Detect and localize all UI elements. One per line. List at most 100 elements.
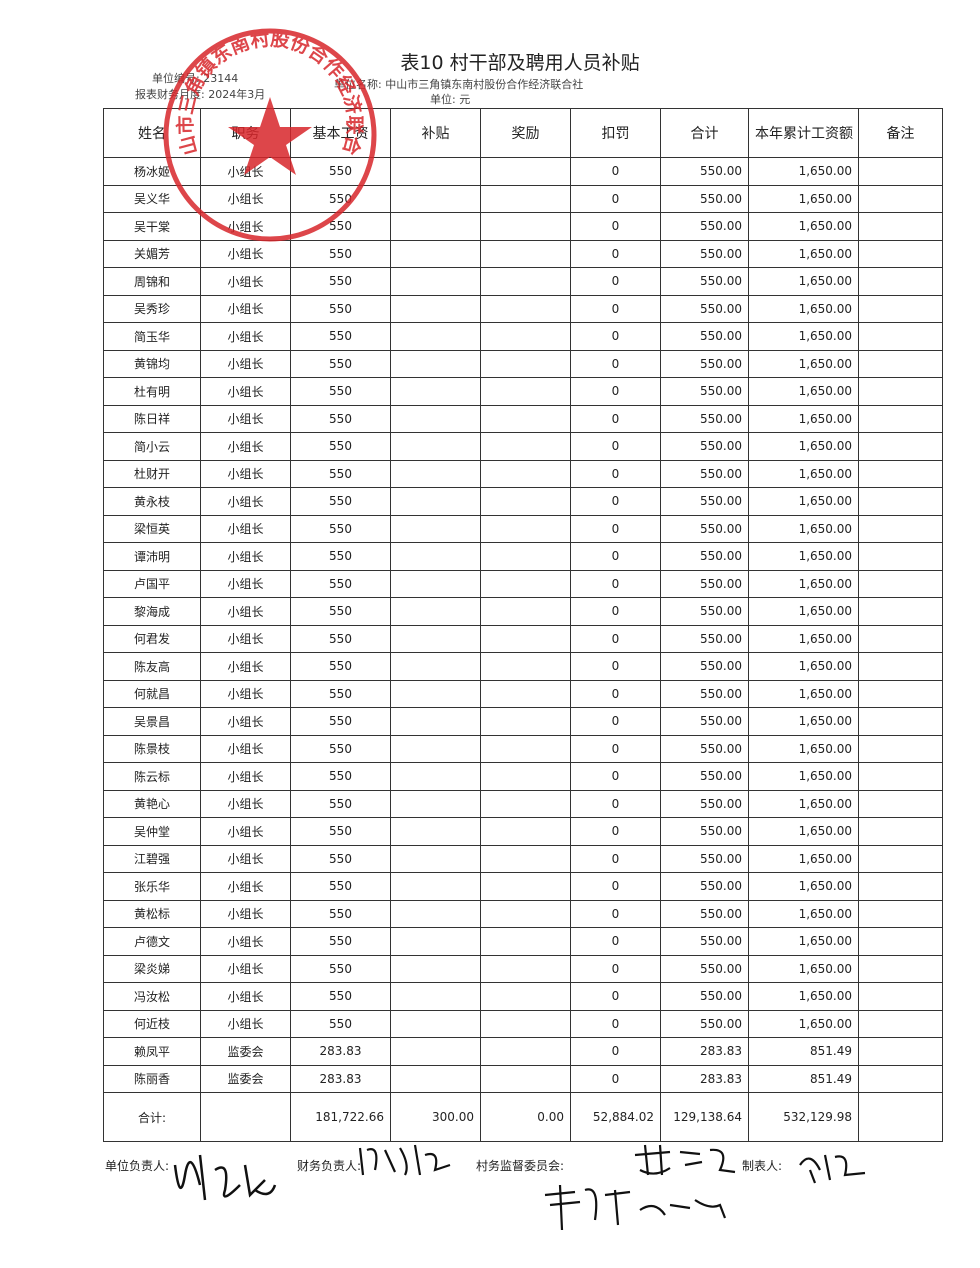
base-salary-cell: 550	[290, 982, 391, 1011]
base-salary-cell: 550	[290, 514, 391, 543]
empty-cell	[480, 184, 571, 213]
empty-cell	[390, 789, 481, 818]
total-cell: 550.00	[660, 1009, 749, 1038]
deduction-cell: 0	[570, 569, 661, 598]
ytd-total-cell: 1,650.00	[748, 487, 859, 516]
position-cell: 小组长	[200, 294, 291, 323]
empty-cell	[390, 432, 481, 461]
data-row: 关媚芳 小组长 550 0 550.00 1,650.00	[103, 239, 943, 268]
deduction-cell: 0	[570, 954, 661, 983]
empty-cell	[858, 212, 943, 241]
ytd-total-cell: 1,650.00	[748, 349, 859, 378]
data-row: 梁炎娣 小组长 550 0 550.00 1,650.00	[103, 954, 943, 983]
empty-cell	[390, 707, 481, 736]
name-cell: 简玉华	[103, 322, 201, 351]
signature	[358, 1144, 451, 1176]
empty-cell	[858, 569, 943, 598]
total-bonus: 0.00	[480, 1092, 571, 1142]
empty-cell	[858, 514, 943, 543]
empty-cell	[480, 514, 571, 543]
ytd-total-cell: 1,650.00	[748, 817, 859, 846]
name-cell: 吴干棠	[103, 212, 201, 241]
base-salary-cell: 550	[290, 184, 391, 213]
base-salary-cell: 550	[290, 624, 391, 653]
position-cell: 小组长	[200, 459, 291, 488]
finance-head-label: 财务负责人:	[297, 1159, 362, 1173]
data-row: 黎海成 小组长 550 0 550.00 1,650.00	[103, 597, 943, 626]
name-cell: 谭沛明	[103, 542, 201, 571]
total-ytd-total: 532,129.98	[748, 1092, 859, 1142]
total-cell: 550.00	[660, 679, 749, 708]
position-cell: 小组长	[200, 679, 291, 708]
deduction-cell: 0	[570, 597, 661, 626]
position-cell: 小组长	[200, 432, 291, 461]
position-cell: 监委会	[200, 1064, 291, 1093]
total-cell: 550.00	[660, 624, 749, 653]
position-cell: 小组长	[200, 707, 291, 736]
empty-cell	[480, 624, 571, 653]
empty-cell	[480, 734, 571, 763]
position-cell: 小组长	[200, 487, 291, 516]
empty-cell	[390, 1064, 481, 1093]
deduction-cell: 0	[570, 707, 661, 736]
deduction-cell: 0	[570, 322, 661, 351]
ytd-total-cell: 1,650.00	[748, 322, 859, 351]
empty-cell	[480, 1064, 571, 1093]
total-cell: 550.00	[660, 762, 749, 791]
ytd-total-cell: 851.49	[748, 1064, 859, 1093]
data-row: 杨冰姬 小组长 550 0 550.00 1,650.00	[103, 157, 943, 186]
empty-cell	[390, 817, 481, 846]
position-cell: 小组长	[200, 212, 291, 241]
empty-cell	[858, 734, 943, 763]
empty-cell	[480, 927, 571, 956]
data-row: 梁恒英 小组长 550 0 550.00 1,650.00	[103, 514, 943, 543]
position-cell: 小组长	[200, 927, 291, 956]
signature	[173, 1154, 277, 1201]
empty-cell	[480, 982, 571, 1011]
empty-cell	[390, 294, 481, 323]
deduction-cell: 0	[570, 872, 661, 901]
data-row: 何近枝 小组长 550 0 550.00 1,650.00	[103, 1009, 943, 1038]
empty-cell	[480, 652, 571, 681]
ytd-total-cell: 1,650.00	[748, 652, 859, 681]
base-salary-cell: 550	[290, 542, 391, 571]
deduction-cell: 0	[570, 294, 661, 323]
data-row: 陈丽香 监委会 283.83 0 283.83 851.49	[103, 1064, 943, 1093]
ytd-total-cell: 851.49	[748, 1037, 859, 1066]
empty-cell	[858, 349, 943, 378]
name-cell: 陈日祥	[103, 404, 201, 433]
position-cell: 小组长	[200, 569, 291, 598]
empty-cell	[480, 267, 571, 296]
deduction-cell: 0	[570, 652, 661, 681]
empty-cell	[858, 872, 943, 901]
empty-cell	[390, 377, 481, 406]
position-cell: 小组长	[200, 817, 291, 846]
total-subsidy: 300.00	[390, 1092, 481, 1142]
empty-cell	[480, 817, 571, 846]
data-row: 赖凤平 监委会 283.83 0 283.83 851.49	[103, 1037, 943, 1066]
total-cell: 283.83	[660, 1037, 749, 1066]
position-cell: 小组长	[200, 872, 291, 901]
total-cell: 550.00	[660, 377, 749, 406]
base-salary-cell: 550	[290, 789, 391, 818]
base-salary-cell: 550	[290, 322, 391, 351]
deduction-cell: 0	[570, 459, 661, 488]
empty-cell	[858, 844, 943, 873]
total-cell: 550.00	[660, 404, 749, 433]
position-cell: 小组长	[200, 322, 291, 351]
deduction-cell: 0	[570, 679, 661, 708]
signature	[544, 1184, 727, 1231]
name-cell: 梁恒英	[103, 514, 201, 543]
name-cell: 何就昌	[103, 679, 201, 708]
empty-cell	[390, 734, 481, 763]
empty-cell	[390, 954, 481, 983]
name-cell: 梁炎娣	[103, 954, 201, 983]
name-cell: 简小云	[103, 432, 201, 461]
deduction-cell: 0	[570, 762, 661, 791]
name-cell: 陈景枝	[103, 734, 201, 763]
ytd-total-cell: 1,650.00	[748, 569, 859, 598]
ytd-total-cell: 1,650.00	[748, 212, 859, 241]
deduction-cell: 0	[570, 184, 661, 213]
total-deduction: 52,884.02	[570, 1092, 661, 1142]
empty-cell	[390, 679, 481, 708]
